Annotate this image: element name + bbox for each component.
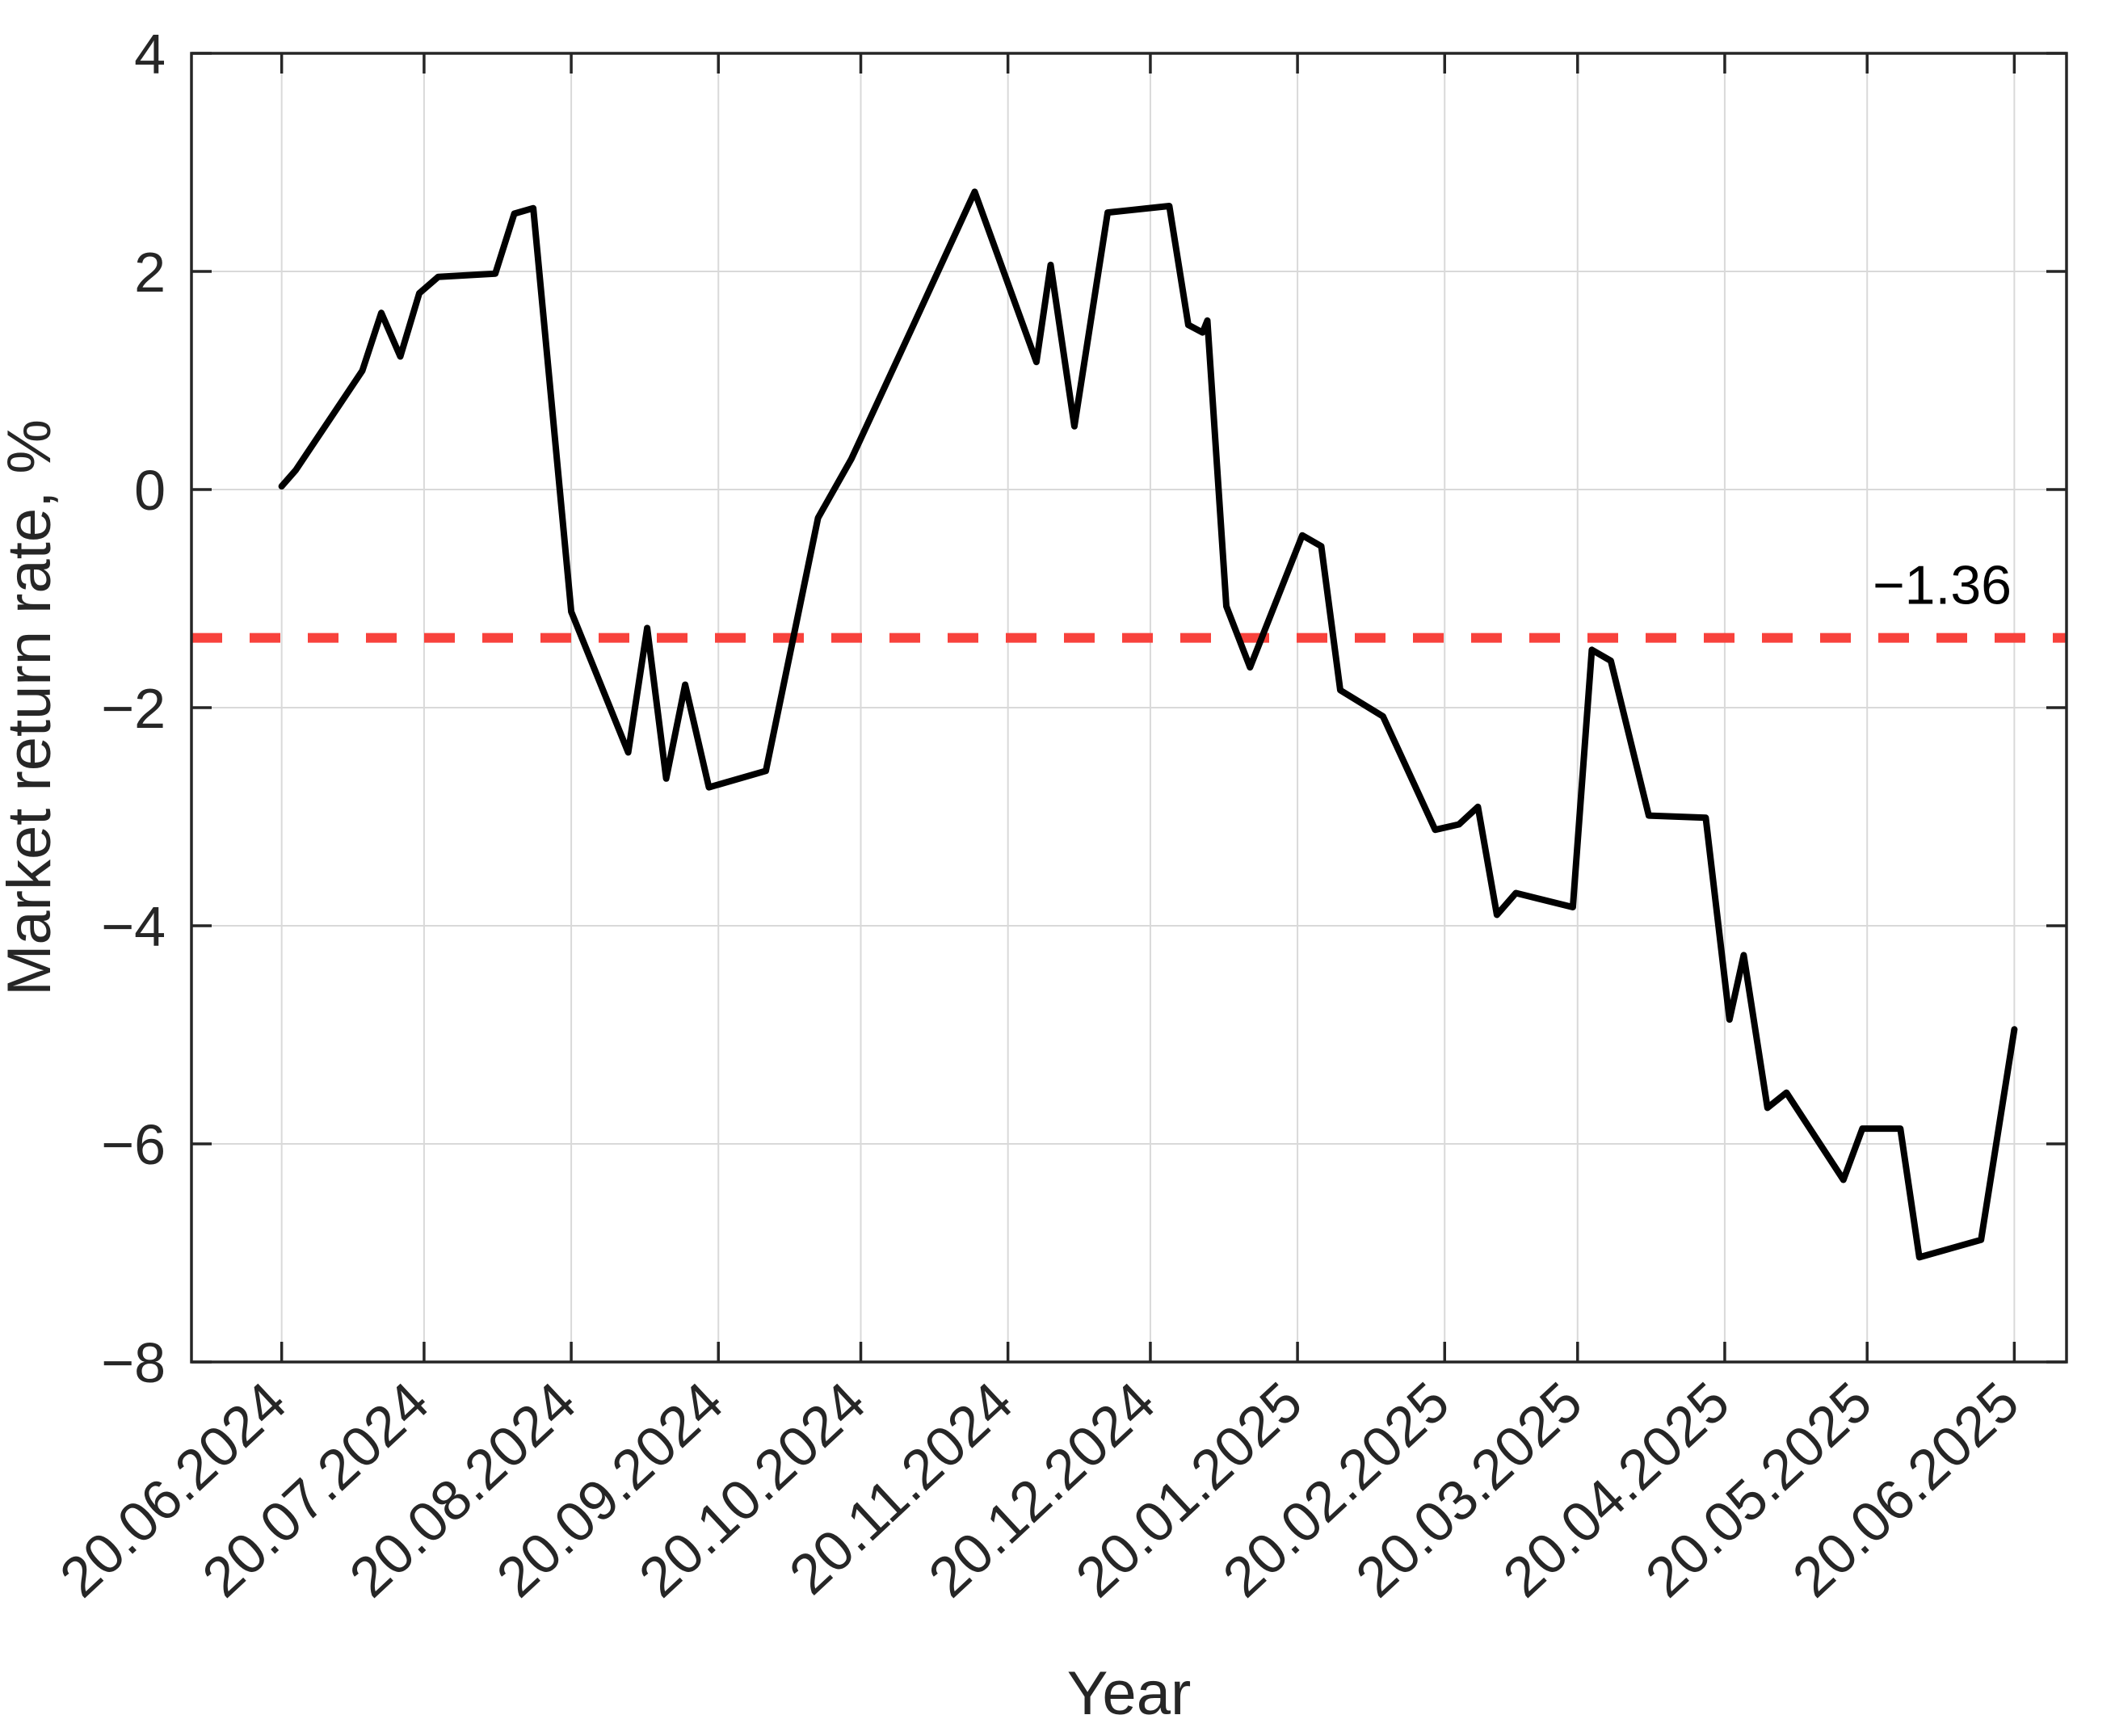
y-tick-label: 2: [134, 241, 166, 304]
threshold-value-annotation: −1.36: [1873, 555, 2012, 616]
y-tick-label: −4: [101, 895, 166, 958]
y-tick-label: −6: [101, 1113, 166, 1176]
market-return-series-line: [278, 188, 2018, 1261]
y-tick-label: 0: [134, 459, 166, 522]
y-tick-label: −8: [101, 1331, 166, 1394]
axis-tick-labels: 20.06.202420.07.202420.08.202420.09.2024…: [48, 23, 2030, 1609]
x-axis-title: Year: [1067, 1659, 1192, 1728]
y-tick-label: −2: [101, 677, 166, 740]
gridlines: [191, 53, 2067, 1362]
axis-ticks: [191, 52, 2067, 1364]
y-axis-title: Market return rate, %: [0, 419, 64, 996]
y-tick-label: 4: [134, 23, 166, 86]
